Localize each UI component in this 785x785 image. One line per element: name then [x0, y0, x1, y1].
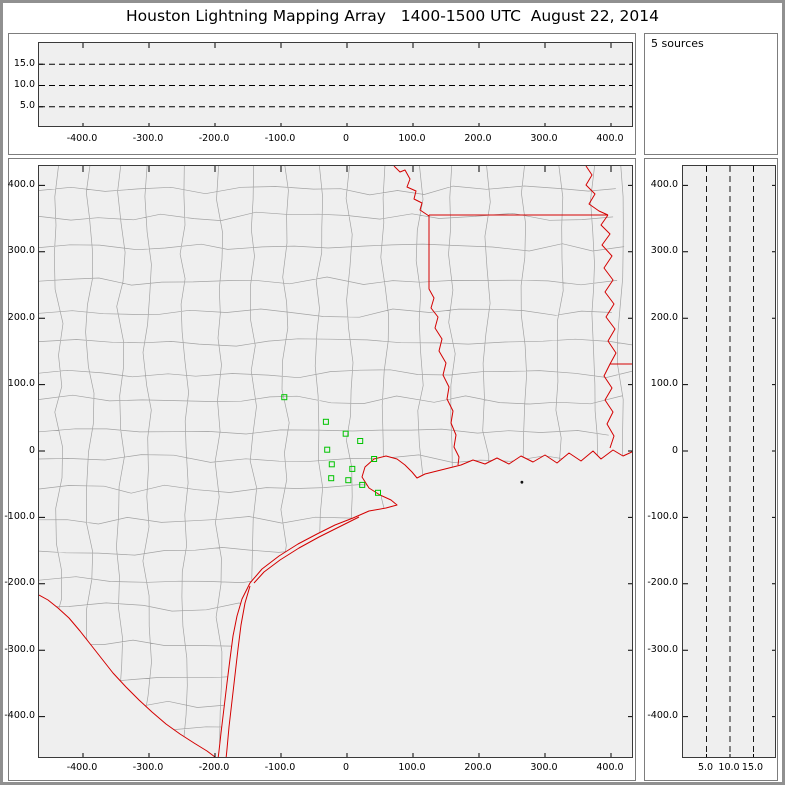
- plan-view-map-svg: [39, 166, 632, 757]
- ew-tick-label-top: 300.0: [530, 133, 558, 144]
- altitude-ns-svg: [683, 166, 775, 757]
- altitude-ew-svg: [39, 43, 632, 126]
- ns-tick-label-left: -200.0: [4, 577, 35, 589]
- ew-tick-label-bottom: 300.0: [530, 762, 558, 773]
- ew-tick-label-top: -100.0: [264, 133, 296, 144]
- ew-tick-label-top: -400.0: [66, 133, 98, 144]
- state-boundaries-layer: [39, 166, 632, 757]
- ns-tick-label-right-panel: 0: [671, 444, 678, 456]
- lma-station-marker: [324, 446, 331, 453]
- ns-tick-label-left: -300.0: [4, 643, 35, 655]
- map-axis-ticks: [39, 166, 632, 757]
- page-title: Houston Lightning Mapping Array 1400-150…: [126, 7, 659, 25]
- lma-station-marker: [345, 477, 352, 484]
- ns-tick-label-right-panel: -200.0: [647, 577, 678, 589]
- ew-tick-label-top: 100.0: [398, 133, 426, 144]
- ns-tick-label-left: 0: [28, 444, 35, 456]
- altitude-gridlines: [706, 166, 754, 757]
- ns-tick-label-left: 100.0: [7, 378, 35, 390]
- lightning-source-points: [520, 480, 524, 484]
- alt-tick-label-top-panel: 15.0: [13, 57, 35, 69]
- lma-stations-layer: [281, 394, 381, 496]
- lma-station-marker: [357, 438, 364, 444]
- lma-station-marker: [328, 461, 335, 468]
- ew-tick-label-top: -300.0: [132, 133, 164, 144]
- ew-tick-label-bottom: 200.0: [464, 762, 492, 773]
- lma-station-marker: [349, 465, 356, 472]
- lma-station-marker: [322, 418, 329, 425]
- alt-tick-label-top-panel: 10.0: [13, 79, 35, 90]
- lma-station-marker: [359, 481, 366, 488]
- ew-tick-label-bottom: 100.0: [398, 762, 426, 773]
- lma-station-marker: [281, 394, 288, 401]
- ns-tick-label-right-panel: 400.0: [650, 178, 678, 190]
- ew-tick-label-top: 0: [342, 133, 350, 144]
- ns-tick-label-right-panel: 200.0: [650, 311, 678, 323]
- lma-station-marker: [342, 430, 349, 437]
- ns-tick-label-left: 200.0: [7, 311, 35, 323]
- ns-tick-label-right-panel: -100.0: [647, 510, 678, 522]
- ew-tick-label-bottom: -100.0: [264, 762, 296, 773]
- county-boundaries-layer: [39, 166, 632, 757]
- ew-tick-label-bottom: 0: [342, 762, 350, 773]
- ns-tick-label-right-panel: 100.0: [650, 378, 678, 390]
- ns-tick-label-right-panel: 300.0: [650, 245, 678, 257]
- alt-tick-label-right-panel: 10.0: [718, 762, 740, 773]
- alt-tick-label-top-panel: 5.0: [19, 100, 35, 112]
- ns-tick-label-left: 400.0: [7, 178, 35, 190]
- ew-tick-label-bottom: -400.0: [66, 762, 98, 773]
- ns-tick-label-left: -400.0: [4, 710, 35, 722]
- altitude-ns-plot[interactable]: [682, 165, 776, 758]
- alt-tick-label-right-panel: 15.0: [741, 762, 764, 773]
- ew-tick-label-bottom: 400.0: [596, 762, 624, 773]
- ns-tick-label-left: -100.0: [4, 510, 35, 522]
- ns-tick-label-left: 300.0: [7, 245, 35, 257]
- lma-station-marker: [375, 489, 381, 496]
- plan-view-map-plot[interactable]: [38, 165, 633, 758]
- ew-tick-label-top: 400.0: [596, 133, 624, 144]
- alt-tick-label-right-panel: 5.0: [697, 762, 714, 773]
- altitude-gridlines: [39, 63, 632, 108]
- sources-count-label: 5 sources: [651, 37, 704, 50]
- ew-tick-label-top: 200.0: [464, 133, 492, 144]
- sources-count-panel: [644, 33, 778, 155]
- lma-station-marker: [328, 475, 335, 482]
- ew-tick-label-bottom: -300.0: [132, 762, 164, 773]
- lma-station-marker: [371, 456, 378, 462]
- ns-tick-label-right-panel: -300.0: [647, 643, 678, 655]
- altitude-ew-plot[interactable]: [38, 42, 633, 127]
- ew-tick-label-bottom: -200.0: [198, 762, 230, 773]
- ns-tick-label-right-panel: -400.0: [647, 710, 678, 722]
- ew-tick-label-top: -200.0: [198, 133, 230, 144]
